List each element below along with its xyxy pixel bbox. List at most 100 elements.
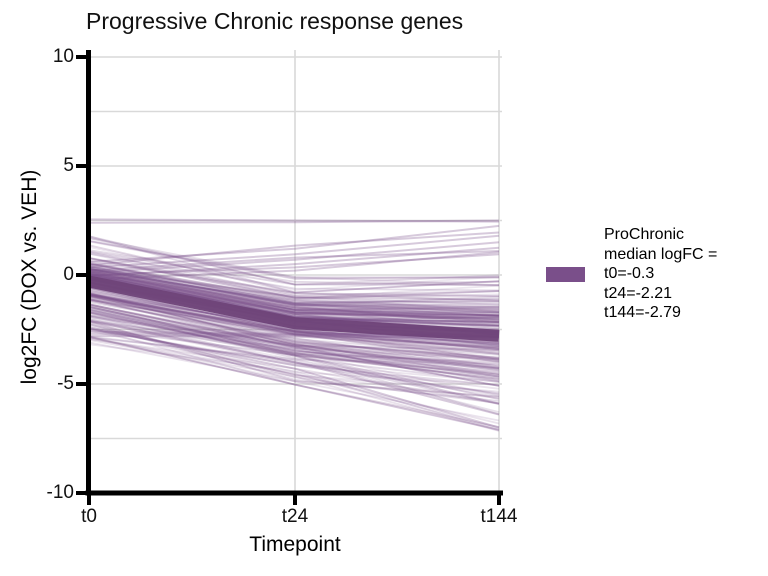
gene-line <box>88 266 500 313</box>
gene-line <box>88 335 500 413</box>
gene-line <box>88 294 500 368</box>
y-tick-label: -5 <box>57 373 74 394</box>
gene-line <box>88 321 500 381</box>
gene-line <box>88 218 500 223</box>
gene-line <box>88 308 500 383</box>
gene-line <box>88 319 500 416</box>
y-tick-label: 5 <box>63 155 74 176</box>
gene-line <box>88 308 500 380</box>
gene-line <box>88 246 500 291</box>
gene-line <box>88 315 500 369</box>
gene-line <box>88 257 500 301</box>
gene-line <box>88 237 500 286</box>
gene-line <box>88 335 500 398</box>
gene-line <box>88 323 500 402</box>
gene-line <box>88 336 500 405</box>
gene-line <box>88 240 500 280</box>
gene-line <box>88 273 500 314</box>
gene-line <box>88 292 500 352</box>
legend-line: t24=-2.21 <box>604 284 673 302</box>
gene-line <box>88 267 500 310</box>
gene-line <box>88 272 500 324</box>
gene-line <box>88 286 500 344</box>
gene-line <box>88 293 500 350</box>
gene-line <box>88 326 500 429</box>
gene-line <box>88 241 500 274</box>
gene-line <box>88 274 500 321</box>
gene-line <box>88 273 500 321</box>
gene-line <box>88 311 500 405</box>
gene-line <box>88 292 500 347</box>
gene-line <box>88 274 500 322</box>
gene-line <box>88 314 500 370</box>
gene-line <box>88 337 500 405</box>
gene-line <box>88 270 500 319</box>
gene-line <box>88 318 500 382</box>
x-tick-label: t144 <box>480 506 518 527</box>
gene-line <box>88 264 500 317</box>
gene-line <box>88 292 500 361</box>
gene-line <box>88 266 500 313</box>
gene-line <box>88 271 500 311</box>
gene-line <box>88 305 500 375</box>
gene-line <box>88 337 500 430</box>
gene-line <box>88 268 500 313</box>
gene-line <box>88 315 500 373</box>
legend-line: ProChronic <box>604 226 685 243</box>
gene-line <box>88 296 500 360</box>
gene-line <box>88 294 500 350</box>
gene-line <box>88 270 500 317</box>
gene-line <box>88 272 500 317</box>
gene-line <box>88 308 500 362</box>
gene-line <box>88 268 500 311</box>
gridlines <box>88 50 502 494</box>
gene-line <box>88 318 500 396</box>
gene-line <box>88 262 500 309</box>
gene-line <box>88 292 500 363</box>
gene-line <box>88 257 500 302</box>
gene-line <box>88 310 500 397</box>
gene-line <box>88 268 500 321</box>
gene-line <box>88 268 500 317</box>
gene-line <box>88 267 500 314</box>
gene-line <box>88 293 500 354</box>
gene-line <box>88 293 500 368</box>
gene-line <box>88 268 500 318</box>
gene-line <box>87 275 500 342</box>
gene-line <box>88 261 500 301</box>
feature-lines <box>88 218 500 429</box>
gene-line <box>88 235 500 286</box>
gene-line <box>88 287 500 355</box>
gene-line <box>88 262 500 300</box>
gene-line <box>88 293 500 349</box>
gene-line <box>88 324 500 393</box>
gene-line <box>88 268 500 301</box>
gene-line <box>88 309 500 378</box>
gene-line <box>88 259 500 297</box>
gene-line <box>88 237 500 279</box>
gene-line <box>88 294 500 361</box>
gene-line <box>88 336 500 428</box>
gene-line <box>88 303 500 370</box>
gene-line <box>88 266 500 317</box>
gene-line <box>88 269 500 308</box>
gene-line <box>88 327 500 400</box>
gene-line <box>88 268 500 305</box>
gene-line <box>88 235 500 294</box>
gene-line <box>88 268 500 327</box>
gene-line <box>88 298 500 353</box>
gene-line <box>88 246 500 278</box>
gene-line <box>88 270 500 316</box>
legend: ProChronic median logFC = t0=-0.3 t24=-2… <box>546 0 768 576</box>
gene-line <box>88 305 500 366</box>
gene-line <box>88 244 500 294</box>
gene-line <box>88 274 500 325</box>
gene-line <box>88 303 500 370</box>
gene-line <box>88 292 500 351</box>
gene-line <box>88 267 500 311</box>
gene-line <box>88 319 500 365</box>
x-axis-title: Timepoint <box>249 533 341 556</box>
gene-line <box>88 272 500 311</box>
gene-line <box>88 314 500 372</box>
